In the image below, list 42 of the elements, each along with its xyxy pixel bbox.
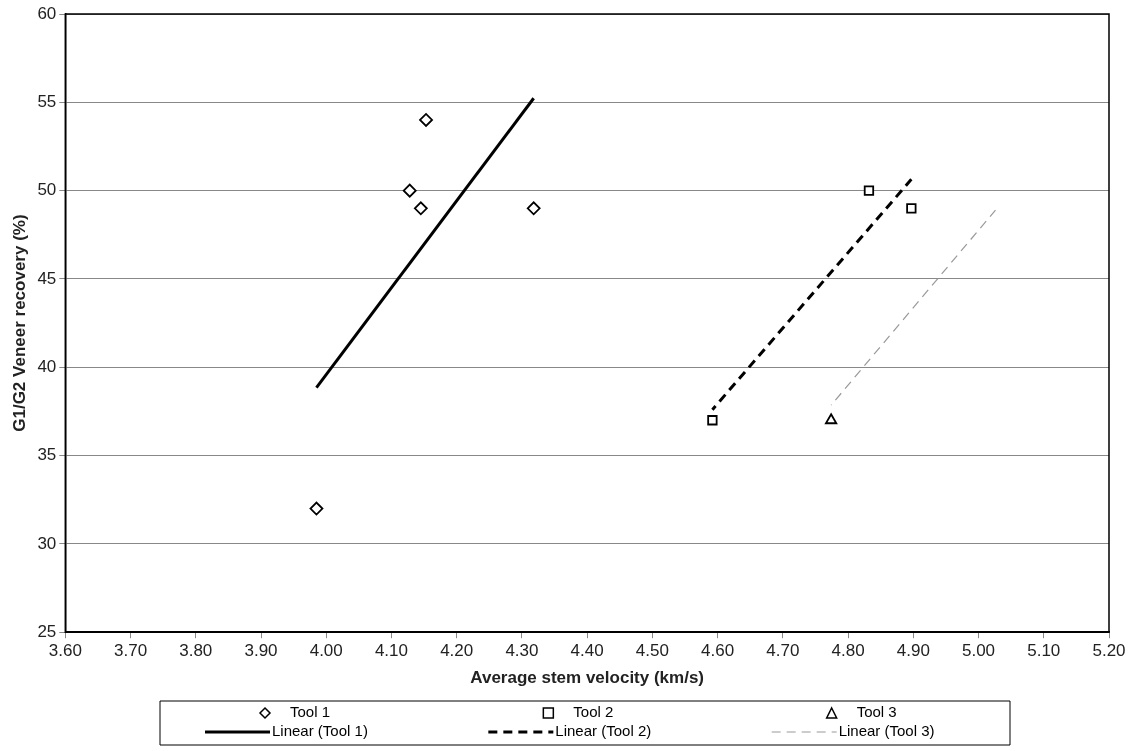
x-tick-label: 4.00: [309, 641, 343, 661]
x-tick-label: 4.80: [831, 641, 865, 661]
legend-label: Tool 1: [290, 703, 331, 721]
point: [906, 203, 917, 214]
x-tick-label: 4.50: [635, 641, 669, 661]
legend-label: Tool 2: [573, 703, 614, 721]
x-tick-label: 4.20: [440, 641, 474, 661]
x-tick-label: 5.10: [1027, 641, 1061, 661]
x-tick-label: 3.80: [179, 641, 213, 661]
point: [707, 415, 718, 426]
y-axis-title: G1/G2 Veneer recovery (%): [9, 214, 29, 432]
point: [419, 113, 433, 127]
x-tick-label: 4.90: [896, 641, 930, 661]
x-tick-label: 4.10: [374, 641, 409, 661]
point: [413, 201, 428, 216]
legend-label: Linear (Tool 3): [838, 722, 935, 740]
x-tick-label: 4.30: [505, 641, 539, 661]
x-tick-label: 4.40: [570, 641, 604, 661]
x-tick-label: 4.60: [701, 641, 735, 661]
point: [402, 183, 417, 198]
y-tick-label: 50: [37, 180, 57, 200]
point: [825, 413, 838, 425]
legend-label: Tool 3: [856, 703, 897, 721]
x-tick-label: 5.20: [1092, 641, 1126, 661]
point: [309, 501, 324, 516]
x-tick-label: 5.00: [961, 641, 996, 661]
y-tick-label: 30: [37, 533, 57, 553]
y-tick-label: 55: [37, 92, 57, 111]
y-tick-label: 40: [37, 356, 57, 376]
y-tick-label: 25: [37, 621, 57, 641]
y-tick-label: 45: [37, 268, 57, 288]
y-tick-label: 60: [37, 3, 57, 23]
point: [526, 201, 541, 216]
y-tick-label: 35: [37, 445, 57, 465]
x-axis-title: Average stem velocity (km/s): [470, 668, 705, 688]
legend-label: Linear (Tool 2): [555, 722, 652, 740]
point: [863, 185, 875, 196]
x-tick-label: 3.60: [48, 641, 82, 661]
x-tick-label: 3.90: [244, 641, 278, 661]
legend-label: Linear (Tool 1): [272, 722, 368, 740]
x-tick-label: 3.70: [113, 641, 148, 661]
x-tick-label: 4.70: [766, 641, 800, 661]
